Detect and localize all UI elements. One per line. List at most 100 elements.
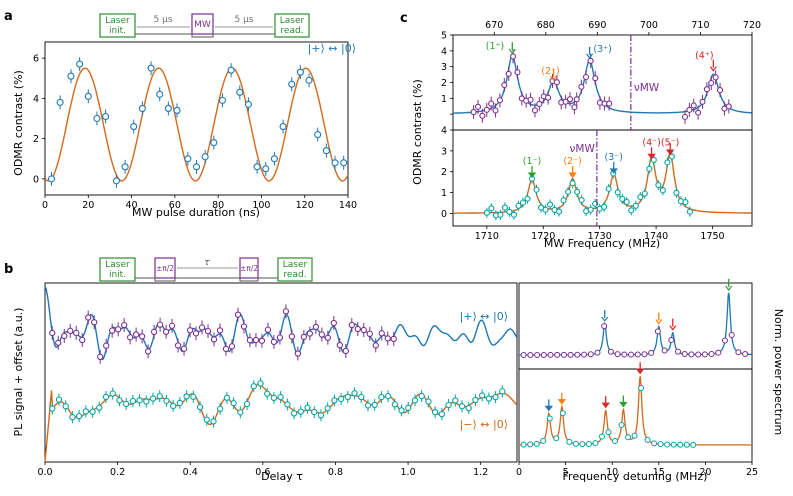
- data-point-a-25: [270, 155, 278, 163]
- spectrum-point-top-8: [574, 351, 581, 358]
- xtick-label-a-2: 40: [126, 200, 138, 211]
- fit-line-c-bottom: [453, 152, 752, 214]
- ytick-label-a-0: 0: [33, 174, 39, 185]
- xtick-label-b-1: 0.2: [110, 467, 125, 478]
- data-point-a-20: [227, 66, 235, 74]
- data-point-c-bottom-6: [510, 211, 517, 218]
- peak-arrow-c-top-2-head: [586, 53, 594, 59]
- data-point-c-bottom-1: [488, 205, 495, 212]
- data-point-c-bottom-11: [533, 186, 540, 193]
- spectrum-point-top-5: [554, 351, 561, 358]
- data-point-c-bottom-9: [524, 195, 531, 202]
- chart-a: 0 20 40 60 80 100 120 140 0 2 4 6: [33, 41, 357, 211]
- data-point-b-top-12: [121, 321, 128, 329]
- peak-label-c-top-2: (3⁺): [593, 44, 611, 55]
- data-point-c-top-10: [514, 69, 521, 76]
- data-point-b-bottom-6: [89, 408, 96, 415]
- spectrum-point-bottom-0: [520, 441, 527, 448]
- data-point-a-8: [121, 163, 129, 171]
- laser-init-box-b: [99, 257, 136, 282]
- laser-init-label-b1: Laser: [105, 260, 130, 270]
- data-point-b-bottom-20: [183, 393, 190, 400]
- laser-init-label-b2: init.: [109, 270, 126, 280]
- data-point-b-bottom-17: [163, 397, 170, 404]
- data-point-c-top-7: [501, 81, 508, 89]
- data-point-b-bottom-58: [438, 410, 445, 418]
- data-point-b-top-13: [126, 334, 134, 341]
- ytick-label-c-top-4: 4: [441, 46, 447, 57]
- axes-frame-a: [44, 41, 349, 196]
- data-point-c-top-21: [562, 98, 569, 105]
- data-point-b-bottom-41: [324, 405, 331, 412]
- data-point-b-bottom-32: [264, 390, 271, 397]
- peak-arrow-bf-bottom-2-head: [601, 402, 610, 409]
- data-point-c-top-13: [527, 96, 534, 103]
- data-point-c-bottom-3: [497, 211, 504, 218]
- xtick-label-b-2: 0.4: [183, 467, 198, 478]
- data-point-b-bottom-57: [431, 409, 439, 416]
- spectrum-point-bottom-18: [638, 385, 645, 392]
- data-point-b-bottom-66: [492, 393, 499, 401]
- data-point-c-top-2: [479, 112, 486, 119]
- data-point-c-top-28: [592, 75, 599, 82]
- ylabel-b: PL signal + offset (a.u.): [12, 308, 25, 437]
- data-point-b-bottom-60: [452, 397, 459, 404]
- data-point-c-top-38: [708, 79, 715, 87]
- spectrum-point-top-3: [540, 351, 547, 358]
- data-point-b-top-10: [109, 327, 116, 334]
- delay2-label-a: 5 μs: [234, 15, 253, 25]
- xtick-label-b-0: 0.0: [37, 467, 52, 478]
- data-point-b-bottom-18: [170, 402, 177, 410]
- spectrum-point-top-2: [534, 351, 541, 358]
- data-point-b-bottom-11: [122, 400, 130, 407]
- data-point-c-top-39: [712, 74, 719, 81]
- data-point-b-top-34: [252, 336, 260, 344]
- xtick-label-c-bottom-4: 1750: [700, 231, 724, 242]
- xtick-label-bf-3: 15: [653, 467, 665, 478]
- xtick-label-bf-5: 25: [746, 467, 758, 478]
- spectrum-point-bottom-4: [546, 415, 553, 422]
- data-point-b-bottom-5: [82, 408, 89, 415]
- data-point-b-bottom-39: [311, 408, 318, 416]
- data-point-a-28: [296, 68, 304, 76]
- data-point-b-top-16: [144, 348, 152, 355]
- peak-arrow-bf-bottom-4-head: [635, 368, 645, 375]
- spectrum-point-bottom-7: [566, 438, 573, 445]
- data-point-b-top-19: [162, 328, 170, 335]
- data-point-b-top-33: [246, 337, 254, 344]
- spectrum-point-bottom-9: [579, 441, 586, 448]
- data-point-b-top-7: [91, 319, 98, 326]
- spectrum-point-bottom-23: [670, 441, 677, 448]
- data-point-b-top-32: [240, 323, 248, 330]
- data-point-a-7: [112, 177, 120, 185]
- peak-arrow-c-bottom-0-head: [527, 172, 537, 179]
- peak-label-c-top-1: (2⁺): [541, 66, 559, 77]
- spectrum-point-top-30: [721, 337, 728, 344]
- data-point-b-top-52: [360, 326, 367, 334]
- data-point-b-top-29: [222, 345, 230, 353]
- ytick-label-a-1: 2: [33, 134, 39, 145]
- ytick-label-c-bottom-2: 2: [441, 167, 447, 178]
- ytick-label-a-3: 6: [33, 54, 39, 65]
- data-point-a-14: [173, 106, 181, 114]
- data-point-c-bottom-45: [686, 208, 693, 215]
- spectrum-point-bottom-1: [527, 441, 534, 448]
- data-point-c-bottom-19: [569, 180, 576, 187]
- data-point-c-bottom-16: [556, 208, 563, 215]
- data-point-b-top-35: [258, 337, 266, 344]
- data-point-b-bottom-43: [337, 395, 345, 403]
- data-point-b-bottom-12: [129, 397, 137, 405]
- data-point-b-top-22: [180, 345, 188, 352]
- data-point-c-top-15: [536, 100, 543, 107]
- peak-arrow-c-bottom-4-head: [665, 149, 675, 156]
- data-point-c-bottom-37: [650, 156, 657, 163]
- data-point-c-bottom-44: [682, 199, 689, 206]
- data-point-b-bottom-40: [317, 412, 325, 419]
- data-point-c-bottom-21: [578, 196, 585, 204]
- spectrum-point-top-6: [560, 351, 567, 358]
- data-point-b-top-31: [234, 311, 242, 318]
- spectrum-point-top-20: [654, 328, 661, 335]
- pulse2-label-b: ±π/2: [240, 264, 258, 273]
- spectrum-point-top-28: [708, 351, 715, 358]
- data-point-b-bottom-27: [230, 400, 237, 407]
